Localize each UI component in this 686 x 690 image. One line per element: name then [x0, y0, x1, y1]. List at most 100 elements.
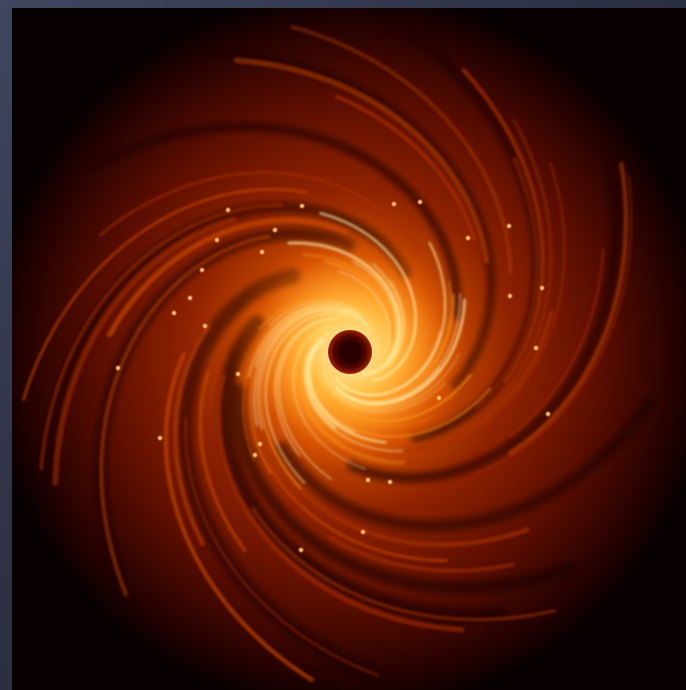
- spiral-filament: [347, 293, 455, 401]
- spiral-arm: [474, 157, 540, 409]
- spiral-arm: [163, 352, 314, 682]
- bright-clumps: [114, 198, 552, 554]
- disk-image-frame: [12, 8, 686, 690]
- spiral-filament: [335, 331, 441, 396]
- bright-clump: [364, 476, 372, 484]
- dark-lane: [277, 396, 656, 532]
- spiral-arm: [507, 161, 629, 455]
- bright-clump: [170, 309, 178, 317]
- spiral-arm: [198, 369, 247, 553]
- bright-clump: [224, 206, 232, 214]
- spiral-filament: [351, 281, 452, 399]
- dark-lane: [346, 160, 622, 484]
- bright-clump: [156, 434, 164, 442]
- bright-clump: [390, 200, 398, 208]
- bright-clump: [298, 202, 306, 210]
- bright-clump: [186, 294, 194, 302]
- spiral-filament: [329, 373, 472, 423]
- spiral-arm: [285, 473, 530, 548]
- spiral-filament: [287, 241, 401, 376]
- bright-clump: [251, 451, 259, 459]
- inner-spiral-filaments: [242, 212, 492, 490]
- spiral-filament: [319, 212, 417, 383]
- spiral-arm: [21, 187, 308, 401]
- bright-clump: [213, 236, 221, 244]
- bright-clump: [201, 322, 209, 330]
- spiral-filament: [330, 293, 461, 403]
- spiral-arm: [266, 461, 448, 563]
- bright-clump: [256, 440, 264, 448]
- spiral-filament: [258, 296, 345, 331]
- bright-clump: [435, 394, 443, 402]
- spiral-filament: [335, 241, 447, 397]
- spiral-arm: [39, 203, 284, 471]
- spiral-arm: [183, 416, 380, 678]
- bright-clump: [386, 478, 394, 486]
- spiral-filament: [380, 279, 406, 373]
- spiral-filament: [322, 369, 446, 413]
- spiral-filament: [278, 318, 334, 480]
- spiral-arm: [99, 234, 271, 597]
- spiral-filament: [299, 367, 406, 463]
- bright-clump: [538, 284, 546, 292]
- central-cavity-core: [338, 340, 362, 364]
- bright-clump: [258, 248, 266, 256]
- bright-clump: [271, 226, 279, 234]
- bright-clump: [506, 292, 514, 300]
- spiral-filament: [305, 344, 337, 429]
- bright-clump: [505, 222, 513, 230]
- bright-clump: [234, 370, 242, 378]
- spiral-arm: [173, 324, 211, 547]
- bright-clump: [297, 546, 305, 554]
- spiral-filament: [275, 317, 342, 457]
- spiral-filament: [257, 309, 358, 430]
- spiral-arm: [290, 24, 513, 275]
- bright-clump: [532, 344, 540, 352]
- spiral-arm: [98, 171, 419, 253]
- spiral-filament: [264, 312, 349, 485]
- spiral-filament: [337, 270, 390, 356]
- spiral-filament: [304, 332, 403, 452]
- spiral-arm: [52, 216, 237, 486]
- dark-lane: [217, 315, 508, 624]
- spiral-arm: [508, 248, 605, 438]
- spiral-filament: [352, 260, 399, 362]
- spiral-arm: [403, 310, 554, 453]
- spiral-filament: [323, 260, 394, 340]
- spiral-filament: [323, 353, 461, 410]
- spiral-arm: [334, 94, 476, 242]
- spiral-arm: [233, 57, 490, 264]
- spiral-arm: [461, 67, 545, 384]
- spiral-arm: [432, 161, 566, 450]
- spiral-filament: [248, 303, 371, 378]
- spiral-disk-image: [12, 8, 686, 690]
- spiral-filament: [297, 344, 404, 466]
- dark-lane: [208, 49, 496, 389]
- spiral-filament: [253, 307, 350, 427]
- dark-lane: [232, 383, 576, 594]
- spiral-filament: [249, 305, 344, 475]
- spiral-filament: [260, 313, 315, 490]
- spiral-arm: [404, 118, 553, 449]
- spiral-filament: [315, 375, 433, 428]
- bright-clump: [544, 410, 552, 418]
- bright-clump: [359, 528, 367, 536]
- bright-clump: [464, 234, 472, 242]
- spiral-arms: [21, 24, 633, 682]
- dark-lane: [89, 121, 462, 321]
- spiral-filament: [302, 254, 396, 343]
- spiral-arm: [215, 373, 465, 633]
- spiral-arm: [106, 217, 348, 338]
- bright-clump: [198, 266, 206, 274]
- spiral-filament: [372, 263, 404, 366]
- spiral-filament: [273, 316, 329, 396]
- spiral-arm: [251, 507, 557, 622]
- spiral-arm: [471, 174, 633, 476]
- spiral-arm: [328, 535, 515, 573]
- spiral-filament: [335, 298, 466, 406]
- bright-clump: [114, 364, 122, 372]
- spiral-filament: [307, 338, 387, 444]
- dark-lane: [38, 201, 412, 529]
- spiral-filament: [317, 387, 492, 438]
- spiral-filament: [292, 325, 366, 470]
